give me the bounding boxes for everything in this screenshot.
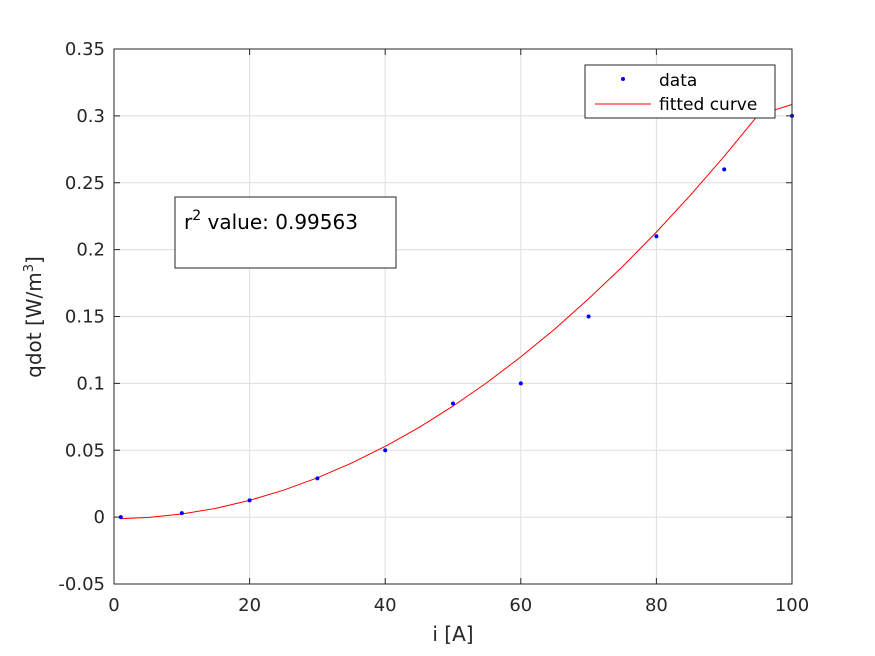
- x-tick-label: 20: [238, 595, 261, 616]
- data-point: [383, 448, 388, 453]
- x-axis-ticks: 0 20 40 60 80 100: [108, 49, 809, 616]
- legend-box: [584, 64, 776, 119]
- y-tick-label: 0.15: [65, 307, 105, 328]
- fitted-curve-line: [120, 104, 793, 520]
- annotation-prefix: r: [184, 210, 193, 234]
- fitted-curve-layer: [120, 104, 793, 520]
- y-tick-label: -0.05: [58, 574, 105, 595]
- y-tick-label: 0.2: [76, 240, 105, 261]
- y-tick-label: 0.1: [76, 373, 105, 394]
- y-tick-label: 0: [94, 507, 105, 528]
- x-axis-title: i [A]: [432, 622, 473, 646]
- annotation-superscript: 2: [192, 208, 201, 224]
- annotation-box: [174, 196, 397, 269]
- y-tick-label: 0.35: [65, 39, 105, 60]
- y-axis-title-superscript: 3: [22, 264, 37, 272]
- legend-data-label: data: [659, 71, 697, 91]
- data-point: [315, 476, 320, 481]
- x-tick-label: 0: [108, 595, 119, 616]
- data-points-layer: [118, 113, 794, 520]
- y-tick-label: 0.25: [65, 173, 105, 194]
- y-tick-label: 0.3: [76, 106, 105, 127]
- data-point: [118, 515, 123, 520]
- legend: data fitted curve: [584, 64, 776, 119]
- x-tick-label: 100: [775, 595, 809, 616]
- y-axis-title-close: ]: [22, 256, 46, 264]
- y-tick-label: 0.05: [65, 440, 105, 461]
- r2-annotation: r2 value: 0.99563: [174, 196, 397, 269]
- y-axis-title: qdot [W/m3]: [22, 256, 46, 378]
- y-axis-ticks: -0.05 0 0.05 0.1 0.15 0.2 0.25 0.3 0.35: [58, 39, 792, 595]
- data-point: [518, 381, 523, 386]
- annotation-text: r2 value: 0.99563: [184, 208, 358, 234]
- data-point: [654, 234, 659, 239]
- legend-fit-label: fitted curve: [659, 95, 757, 115]
- x-tick-label: 40: [374, 595, 397, 616]
- y-axis-title-main: qdot [W/m: [22, 272, 46, 378]
- data-point: [722, 167, 727, 172]
- data-point: [451, 401, 455, 406]
- annotation-value: value: 0.99563: [201, 210, 358, 234]
- legend-data-marker: [621, 77, 625, 81]
- data-point: [247, 498, 252, 503]
- x-tick-label: 80: [645, 595, 668, 616]
- data-point: [179, 511, 184, 516]
- x-tick-label: 60: [509, 595, 532, 616]
- data-point: [586, 314, 591, 319]
